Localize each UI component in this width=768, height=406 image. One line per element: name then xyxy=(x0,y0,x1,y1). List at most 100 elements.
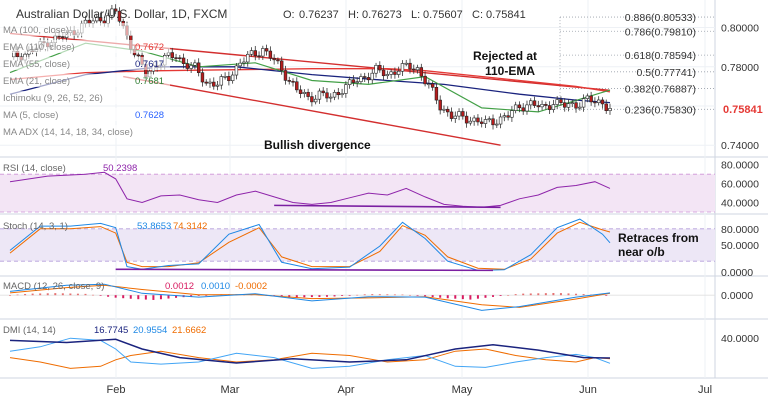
candle-body xyxy=(174,57,178,59)
candle-body xyxy=(396,70,401,75)
candle-body xyxy=(136,54,141,57)
legend-bg xyxy=(0,57,170,70)
candle-body xyxy=(415,67,420,71)
legend-label: EMA (21, close) xyxy=(3,76,70,87)
macd-hist-bar xyxy=(371,294,374,296)
candle-body xyxy=(559,99,563,104)
macd-hist-bar xyxy=(461,295,464,300)
price-tick-label: 0.74000 xyxy=(721,140,759,152)
macd-hist-bar xyxy=(54,293,57,296)
candle-body xyxy=(276,59,280,62)
macd-hist-bar xyxy=(454,295,457,299)
candle-body xyxy=(329,96,333,99)
dmi-tick-label: 40.0000 xyxy=(721,333,759,345)
candle-body xyxy=(529,100,533,106)
candle-body xyxy=(566,103,571,108)
rsi-label: RSI (14, close) xyxy=(3,163,66,174)
legend-bg xyxy=(0,91,170,104)
fib-label: 0.886(0.80533) xyxy=(625,12,696,24)
candle-body xyxy=(423,75,427,85)
candle-body xyxy=(178,57,182,60)
candle-body xyxy=(110,8,114,16)
macd-hist-bar xyxy=(537,293,540,296)
x-tick-label: Mar xyxy=(221,384,240,396)
stoch-label: Stoch (14, 3, 1) xyxy=(3,221,68,232)
candle-body xyxy=(457,111,461,117)
candle-body xyxy=(317,90,322,100)
x-tick-label: Jun xyxy=(579,384,597,396)
dmi-adx-value: 21.6662 xyxy=(172,325,206,336)
macd-hist-bar xyxy=(197,295,200,296)
fib-label: 0.618(0.78594) xyxy=(625,50,696,62)
macd-hist-bar xyxy=(159,295,162,300)
candle-body xyxy=(344,84,348,94)
candle-body xyxy=(608,108,612,112)
macd-hist-bar xyxy=(544,293,547,296)
last-price-box xyxy=(716,101,768,118)
candle-body xyxy=(227,76,231,81)
ohlc-high-label: H: xyxy=(348,9,359,21)
macd-value: 0.0012 xyxy=(165,281,194,292)
macd-hist-bar xyxy=(76,293,79,296)
candle-body xyxy=(336,92,341,96)
candle-body xyxy=(495,123,499,126)
ohlc-open-value: 0.76237 xyxy=(299,9,339,21)
stoch-tick-label: 80.0000 xyxy=(721,224,759,236)
macd-hist-bar xyxy=(492,295,495,297)
macd-hist-bar xyxy=(401,294,404,296)
candle-body xyxy=(491,118,495,126)
candle-body xyxy=(306,91,310,97)
candle-body xyxy=(351,79,356,83)
x-tick-label: Feb xyxy=(107,384,126,396)
macd-hist-bar xyxy=(114,295,117,298)
candle-body xyxy=(378,64,382,71)
rsi-value: 50.2398 xyxy=(103,163,137,174)
x-tick-label: May xyxy=(452,384,473,396)
legend-label: MA (5, close) xyxy=(3,110,58,121)
candle-body xyxy=(321,90,325,94)
candle-body xyxy=(574,102,578,109)
stoch-k-value: 53.8653 xyxy=(137,221,171,232)
macd-hist-bar xyxy=(167,295,170,299)
candle-body xyxy=(483,119,488,124)
candle-body xyxy=(193,62,197,66)
candle-body xyxy=(313,98,318,103)
dmi-adx-line xyxy=(9,338,611,364)
macd-hist-value: -0.0002 xyxy=(235,281,267,292)
candle-body xyxy=(461,111,465,117)
macd-line xyxy=(9,283,611,311)
candle-body xyxy=(374,64,378,74)
candle-body xyxy=(332,92,337,98)
candle-body xyxy=(287,80,291,82)
candle-body xyxy=(219,76,224,86)
legend-value: 0.7681 xyxy=(135,76,164,87)
fib-label: 0.5(0.77741) xyxy=(636,67,696,79)
macd-hist-bar xyxy=(439,295,442,298)
candle-body xyxy=(272,57,276,61)
legend-bg xyxy=(0,125,170,138)
dmi-minus-value: 20.9554 xyxy=(133,325,167,336)
macd-hist-bar xyxy=(386,294,389,296)
candle-body xyxy=(295,81,299,91)
macd-hist-bar xyxy=(507,295,510,296)
candle-body xyxy=(166,52,171,56)
candle-body xyxy=(393,71,397,75)
dmi-plus-line xyxy=(9,337,611,369)
candle-body xyxy=(291,80,295,83)
candle-body xyxy=(446,108,450,113)
rsi-pane: RSI (14, close) 50.2398 xyxy=(0,163,715,213)
macd-pane: MACD (12, 26, close, 9) 0.0012 0.0010 -0.00… xyxy=(0,281,715,311)
candle-body xyxy=(279,60,284,71)
stoch-divergence-line xyxy=(115,268,494,272)
macd-hist-bar xyxy=(205,295,208,296)
dmi-plus-value: 16.7745 xyxy=(94,325,128,336)
candle-body xyxy=(283,70,288,81)
candle-body xyxy=(196,62,201,73)
chart-title: Australian Dollar/U.S. Dollar, 1D, FXCM xyxy=(16,7,227,21)
candle-body xyxy=(359,76,363,82)
annotations: Rejected at 110-EMA Bullish divergence R… xyxy=(264,49,699,259)
macd-hist-bar xyxy=(129,295,132,299)
dmi-pane: DMI (14, 14) 16.7745 20.9554 21.6662 xyxy=(3,325,611,369)
candle-body xyxy=(98,16,103,22)
